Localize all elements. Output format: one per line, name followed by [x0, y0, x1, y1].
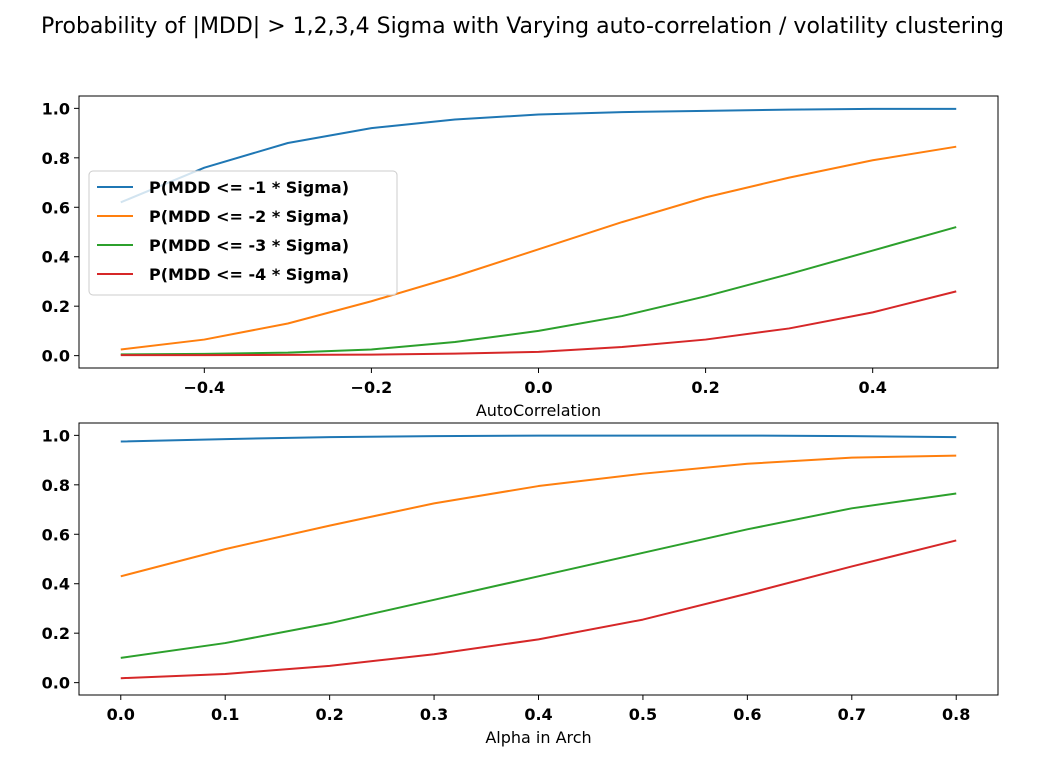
x-tick-label: 0.5 — [629, 705, 657, 724]
series-line-3 — [120, 226, 957, 356]
y-tick-label: 0.0 — [42, 347, 70, 366]
series-line-4 — [120, 539, 957, 680]
y-tick-label: 0.2 — [42, 297, 70, 316]
x-tick-label: 0.4 — [524, 705, 552, 724]
y-tick-label: 0.6 — [42, 198, 70, 217]
series-line-1 — [120, 434, 957, 443]
x-tick-label: 0.1 — [211, 705, 239, 724]
series-line-4 — [120, 290, 957, 357]
x-tick-label: 0.6 — [733, 705, 761, 724]
legend: P(MDD <= -1 * Sigma) P(MDD <= -2 * Sigma)… — [88, 170, 398, 296]
y-tick-label: 0.4 — [42, 248, 70, 267]
x-tick-label: −0.4 — [183, 378, 225, 397]
series-line-3 — [120, 492, 957, 659]
series-line-2 — [120, 454, 957, 578]
figure-title: Probability of |MDD| > 1,2,3,4 Sigma wit… — [41, 14, 1004, 39]
chart-2: 0.0 0.1 0.2 0.3 0.4 0.5 0.6 0.7 0.8 0.0 0.2 0.4 0.6 0… — [42, 422, 999, 747]
chart-1: −0.4 −0.2 0.0 0.2 0.4 0.0 0.2 0.4 0.6 0.8 1.0 AutoC… — [42, 95, 999, 420]
legend-frame — [88, 170, 398, 296]
y-tick-label: 0.4 — [42, 575, 70, 594]
y-tick-label: 0.6 — [42, 525, 70, 544]
x-tick-label: −0.2 — [351, 378, 393, 397]
x-tick-label: 0.2 — [691, 378, 719, 397]
series-line-1 — [120, 107, 957, 204]
legend-label: P(MDD <= -1 * Sigma) — [149, 178, 349, 197]
x-tick-label: 0.0 — [107, 705, 135, 724]
x-tick-label: 0.8 — [942, 705, 970, 724]
x-tick-label: 0.3 — [420, 705, 448, 724]
x-axis-label: AutoCorrelation — [476, 401, 601, 420]
legend-label: P(MDD <= -2 * Sigma) — [149, 207, 349, 226]
x-tick-label: 0.4 — [859, 378, 887, 397]
y-tick-label: 1.0 — [42, 426, 70, 445]
x-tick-label: 0.2 — [315, 705, 343, 724]
y-tick-label: 0.2 — [42, 624, 70, 643]
y-tick-label: 0.8 — [42, 149, 70, 168]
y-tick-label: 0.0 — [42, 674, 70, 693]
x-tick-label: 0.0 — [524, 378, 552, 397]
legend-label: P(MDD <= -3 * Sigma) — [149, 236, 349, 255]
x-tick-label: 0.7 — [838, 705, 866, 724]
x-axis-label: Alpha in Arch — [485, 728, 591, 747]
plot-frame — [78, 422, 999, 696]
legend-label: P(MDD <= -4 * Sigma) — [149, 265, 349, 284]
series-line-2 — [120, 145, 957, 351]
y-tick-label: 0.8 — [42, 476, 70, 495]
y-tick-label: 1.0 — [42, 99, 70, 118]
